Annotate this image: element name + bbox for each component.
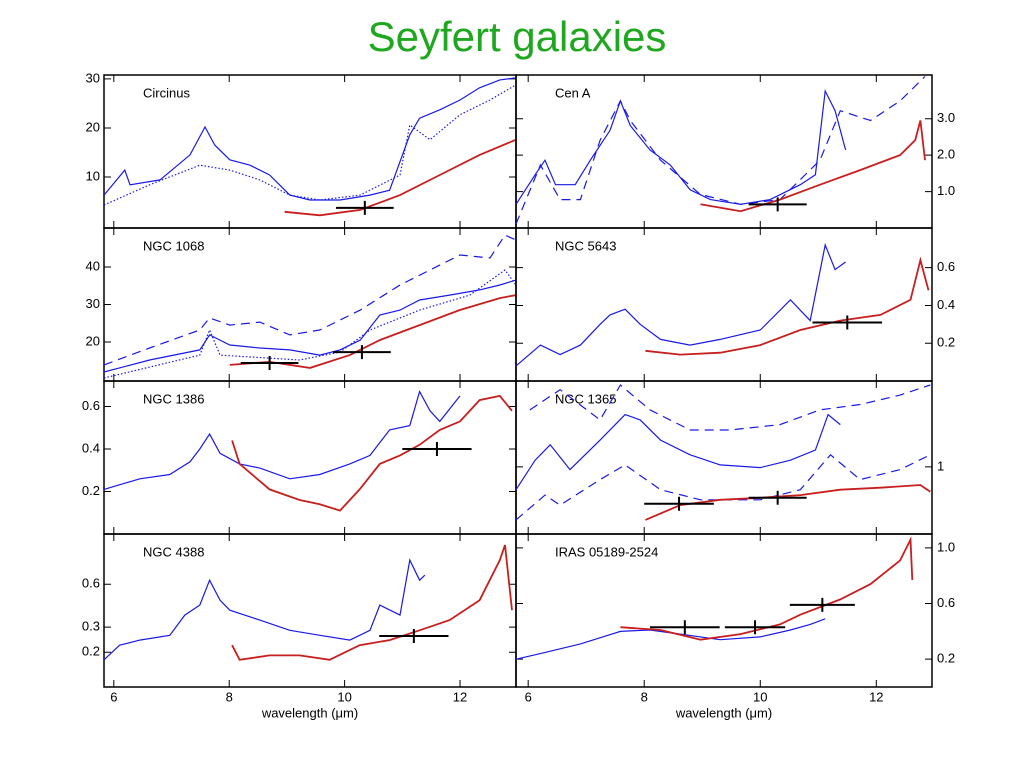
spectrum-line — [645, 256, 930, 356]
panel-title: Cen A — [555, 85, 591, 100]
y-tick-label: 0.2 — [82, 483, 100, 498]
photometry-point — [812, 315, 883, 330]
spectrum-line — [620, 536, 914, 641]
spectrum-line — [103, 77, 517, 201]
panel-title: NGC 1365 — [555, 391, 616, 406]
photometry-point — [644, 496, 714, 511]
x-tick-label: 6 — [525, 689, 532, 704]
x-tick-label: 10 — [753, 689, 767, 704]
x-tick-label: 8 — [641, 689, 648, 704]
page-title: Seyfert galaxies — [368, 13, 667, 60]
panel-title: IRAS 05189-2524 — [555, 544, 658, 559]
y-tick-label: 30 — [86, 296, 100, 311]
photometry-point — [335, 200, 394, 215]
spectrum-line — [700, 120, 926, 213]
spectrum-line — [103, 269, 517, 379]
y-tick-label: 40 — [86, 258, 100, 273]
photometry-point — [789, 597, 855, 612]
y-tick-label: 2.0 — [937, 147, 955, 162]
y-tick-label: 0.4 — [82, 440, 100, 455]
spectrum-line — [231, 544, 513, 661]
photometry-point — [333, 345, 391, 360]
photometry-point — [379, 628, 449, 643]
spectrum-line — [645, 484, 931, 521]
panel-title: NGC 4388 — [143, 544, 204, 559]
spectrum-line — [103, 234, 517, 366]
y-tick-label: 1.0 — [937, 539, 955, 554]
x-tick-label: 10 — [337, 689, 351, 704]
y-tick-label: 0.6 — [937, 259, 955, 274]
y-tick-label: 0.6 — [82, 576, 100, 591]
panel-title: NGC 1386 — [143, 391, 204, 406]
y-tick-label: 0.6 — [82, 398, 100, 413]
x-tick-label: 8 — [226, 689, 233, 704]
y-tick-label: 1.0 — [937, 183, 955, 198]
y-tick-label: 3.0 — [937, 110, 955, 125]
spectrum-line — [284, 138, 517, 217]
spectrum-line — [515, 413, 841, 491]
y-tick-label: 0.3 — [82, 619, 100, 634]
spectrum-line — [515, 453, 931, 521]
spectrum-line — [515, 242, 846, 367]
photometry-point — [724, 620, 786, 635]
x-axis-label: wavelength (μm) — [675, 705, 772, 720]
spectrum-line — [103, 390, 461, 490]
spectrum-line — [515, 76, 926, 225]
photometry-point — [748, 197, 807, 212]
panel-title: NGC 1068 — [143, 238, 204, 253]
spectrum-line — [529, 384, 931, 431]
y-tick-label: 20 — [86, 333, 100, 348]
x-tick-label: 12 — [869, 689, 883, 704]
x-axis-label: wavelength (μm) — [261, 705, 358, 720]
spectrum-line — [231, 394, 513, 512]
y-tick-label: 20 — [86, 119, 100, 134]
photometry-point — [240, 356, 299, 370]
x-tick-label: 12 — [453, 689, 467, 704]
panel-title: NGC 5643 — [555, 238, 616, 253]
photometry-point — [650, 620, 720, 635]
photometry-point — [748, 490, 807, 505]
y-tick-label: 0.6 — [937, 595, 955, 610]
y-tick-label: 10 — [86, 168, 100, 183]
panel-frame — [515, 533, 933, 688]
y-tick-label: 0.4 — [937, 297, 955, 312]
y-tick-label: 0.2 — [937, 651, 955, 666]
y-tick-label: 0.2 — [937, 335, 955, 350]
x-tick-label: 6 — [110, 689, 117, 704]
spectrum-line — [103, 558, 426, 661]
y-tick-label: 30 — [86, 70, 100, 85]
spectrum-line — [515, 88, 847, 205]
y-tick-label: 1 — [937, 458, 944, 473]
y-tick-label: 0.2 — [82, 644, 100, 659]
spectrum-line — [103, 279, 517, 373]
panel-title: Circinus — [143, 85, 190, 100]
photometry-point — [402, 442, 472, 456]
spectrum-line — [229, 294, 517, 369]
spectrum-line — [103, 84, 517, 206]
